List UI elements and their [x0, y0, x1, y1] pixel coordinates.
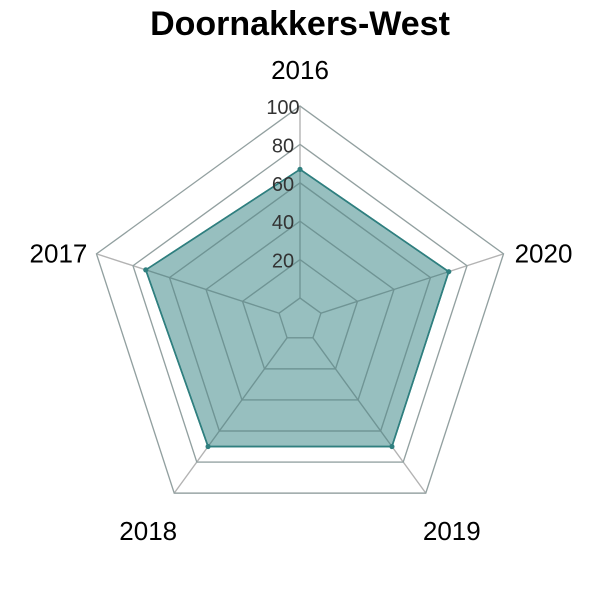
chart-title: Doornakkers-West [150, 5, 450, 43]
inner-grid-ring-2 [205, 220, 395, 401]
r-tick-label-60: 60 [272, 174, 294, 196]
inner-grid-ring-0 [278, 297, 322, 339]
category-label-2019: 2019 [423, 516, 481, 546]
inner-grid-ring-1 [241, 258, 359, 370]
inner-grid-ring-3 [168, 182, 432, 432]
inner-grid-ring-4 [132, 143, 468, 463]
series-outline-0 [144, 168, 450, 448]
data-point-2020 [446, 269, 452, 275]
category-label-2018: 2018 [119, 516, 177, 546]
series-area-0 [144, 168, 450, 448]
inner-grid-spoke-4 [320, 271, 449, 314]
category-label-2016: 2016 [271, 55, 329, 85]
r-tick-label-100: 100 [266, 97, 299, 119]
inner-grid-spoke-3 [312, 337, 393, 447]
data-point-2019 [389, 443, 395, 450]
r-tick-label-20: 20 [272, 251, 294, 273]
r-tick-label-40: 40 [272, 212, 294, 234]
category-label-2017: 2017 [30, 239, 88, 269]
inner-grid-ring-5 [95, 105, 505, 494]
data-point-2018 [205, 443, 211, 450]
r-tick-label-80: 80 [272, 135, 294, 157]
inner-grid-spoke-2 [207, 337, 288, 447]
data-point-2017 [143, 267, 149, 273]
inner-grid-spoke-1 [145, 269, 280, 314]
data-point-2016 [297, 166, 303, 172]
category-label-2020: 2020 [515, 239, 573, 269]
